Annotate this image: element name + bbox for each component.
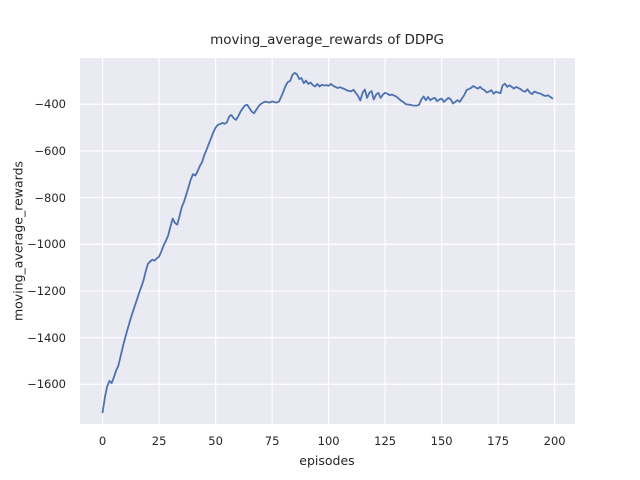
x-tick-label: 125: [374, 434, 397, 448]
y-tick-label: −400: [34, 97, 66, 112]
y-tick-label: −1600: [27, 377, 66, 392]
y-tick-label: −1400: [27, 330, 66, 345]
y-tick-label: −800: [34, 190, 66, 205]
x-axis-label: episodes: [299, 453, 355, 468]
x-tick-label: 75: [264, 434, 280, 448]
y-tick-label: −1000: [27, 237, 66, 252]
y-tick-label: −600: [34, 143, 66, 158]
x-tick-label: 100: [317, 434, 340, 448]
x-tick-label: 175: [487, 434, 510, 448]
x-tick-label: 0: [98, 434, 107, 448]
x-tick-label: 50: [208, 434, 223, 448]
reward-series-line: [101, 72, 554, 414]
x-tick-label: 25: [151, 434, 167, 448]
chart-title: moving_average_rewards of DDPG: [210, 32, 444, 48]
y-tick-label: −1200: [27, 283, 66, 298]
x-tick-label: 150: [430, 434, 453, 448]
plot-area: [80, 58, 575, 424]
x-tick-label: 200: [543, 434, 566, 448]
